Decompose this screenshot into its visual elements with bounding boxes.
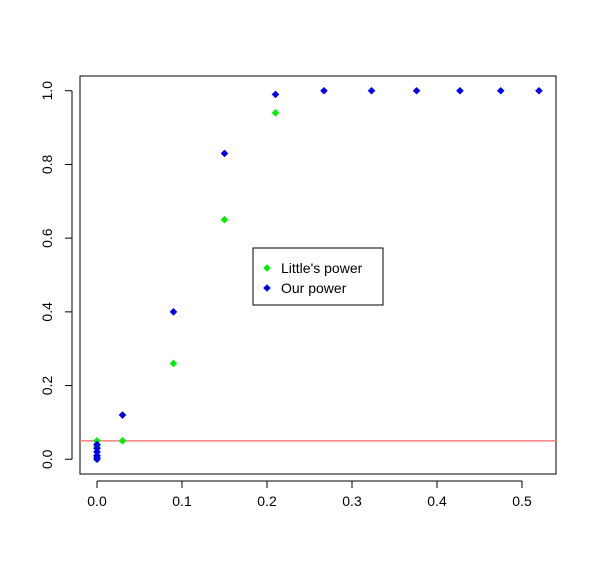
x-tick-label: 0.5 bbox=[512, 493, 532, 509]
y-tick-label: 0.2 bbox=[39, 376, 55, 396]
legend-label-littles-power: Little's power bbox=[281, 260, 363, 276]
our-power-point bbox=[169, 308, 178, 316]
our-power-point bbox=[535, 86, 543, 95]
x-tick-label: 0.3 bbox=[342, 493, 362, 509]
littles-power-point bbox=[220, 215, 229, 224]
legend: Little's power Our power bbox=[252, 247, 384, 306]
our-power-point bbox=[93, 455, 101, 464]
y-tick-label: 0.4 bbox=[39, 302, 55, 322]
littles-power-point bbox=[271, 109, 280, 117]
x-tick-label: 0.0 bbox=[87, 493, 107, 509]
legend-label-our-power: Our power bbox=[281, 280, 347, 296]
x-axis: 0.0 0.1 0.2 0.3 0.4 0.5 bbox=[87, 480, 532, 509]
our-power-point bbox=[367, 86, 376, 95]
our-power-point bbox=[118, 411, 127, 419]
plot-frame bbox=[79, 75, 557, 475]
our-power-point bbox=[456, 86, 464, 95]
y-tick-label: 1.0 bbox=[39, 81, 55, 101]
our-power-point bbox=[496, 86, 505, 95]
x-tick-label: 0.2 bbox=[257, 493, 277, 509]
data-points bbox=[93, 86, 543, 464]
x-tick-label: 0.1 bbox=[172, 493, 192, 509]
x-tick-label: 0.4 bbox=[427, 493, 447, 509]
littles-power-point bbox=[169, 359, 178, 368]
legend-marker-littles-power bbox=[263, 264, 271, 272]
y-tick-label: 0.6 bbox=[39, 228, 55, 248]
our-power-point bbox=[412, 86, 421, 95]
legend-marker-our-power bbox=[263, 284, 271, 292]
littles-power-point bbox=[118, 437, 127, 445]
legend-box bbox=[252, 247, 384, 306]
y-axis: 0.0 0.2 0.4 0.6 0.8 1.0 bbox=[39, 81, 73, 469]
y-tick-label: 0.0 bbox=[39, 449, 55, 469]
our-power-point bbox=[271, 90, 280, 99]
y-tick-label: 0.8 bbox=[39, 155, 55, 175]
our-power-point bbox=[220, 149, 229, 158]
our-power-point bbox=[320, 86, 328, 95]
